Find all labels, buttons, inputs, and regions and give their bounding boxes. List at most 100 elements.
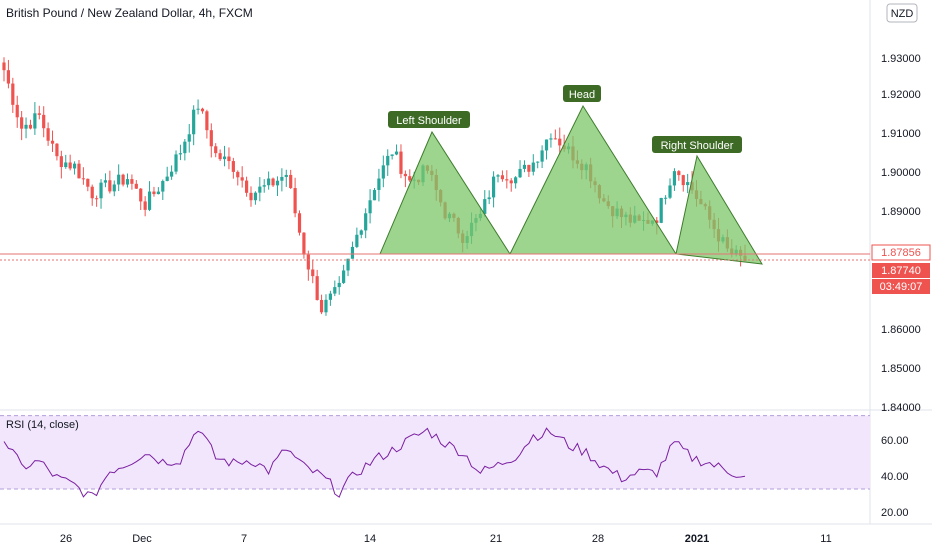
candle-down [134,183,138,189]
candle-up [518,168,522,178]
candle-down [227,156,231,162]
time-tick: 11 [820,533,831,545]
time-tick: 7 [241,533,247,545]
rsi-label: RSI (14, close) [6,419,79,431]
candle-up [267,178,271,186]
right-shoulder-triangle[interactable] [675,154,763,265]
candle-down [81,178,85,180]
candle-up [522,164,527,169]
candle-up [187,134,191,142]
candle-down [505,179,509,181]
candle-down [509,180,513,184]
candle-up [544,139,549,151]
head-shoulders-pattern[interactable] [379,104,763,265]
candle-down [28,124,33,129]
candle-down [90,186,94,199]
candle-up [372,189,377,201]
candle-down [59,156,63,168]
candle-down [681,175,685,186]
current-price-tag: 1.87740 [872,263,930,278]
right-shoulder-text: Right Shoulder [661,140,734,152]
candle-up [496,175,500,177]
candle-down [527,164,531,172]
candle-down [302,232,306,255]
candle-up [491,176,496,198]
candle-down [244,180,249,193]
candle-series [2,57,747,316]
last-price-tag: 1.87856 [871,244,931,261]
countdown-text: 03:49:07 [880,281,923,293]
candle-up [262,185,266,187]
price-tick: 1.86000 [881,324,921,336]
candle-up [664,197,668,199]
countdown-tag: 03:49:07 [872,279,930,294]
candle-up [359,230,363,235]
candle-up [196,108,200,110]
candle-down [209,130,213,147]
candle-down [271,178,275,186]
candle-down [152,191,156,195]
candle-down [68,162,72,169]
candle-up [112,184,116,192]
chart-title: British Pound / New Zealand Dollar, 4h, … [6,6,253,20]
candle-down [231,161,235,172]
candle-down [655,220,659,223]
candle-up [536,161,540,163]
last-price-text: 1.87856 [881,247,921,259]
candle-down [553,138,557,140]
time-axis[interactable]: 26 Dec 7 14 21 28 2021 11 [60,533,832,545]
candle-up [125,179,130,185]
candle-down [311,269,315,277]
candle-up [147,191,152,210]
price-tick: 1.84000 [881,402,921,414]
candle-up [64,162,68,168]
candle-up [377,178,381,190]
candle-up [222,156,227,160]
price-tick: 1.85000 [881,363,921,375]
price-tick: 1.92000 [881,89,921,101]
candle-down [2,62,6,71]
candle-down [205,111,209,131]
candle-up [258,186,262,193]
head-label[interactable]: Head [563,85,601,102]
time-tick: Dec [132,533,152,545]
candle-down [37,113,41,115]
rsi-tick: 40.00 [881,471,909,483]
left-shoulder-label[interactable]: Left Shoulder [388,111,470,128]
price-axis[interactable]: 1.93000 1.92000 1.91000 1.90000 1.89000 … [881,53,921,414]
right-shoulder-label[interactable]: Right Shoulder [652,136,742,153]
candle-down [15,104,19,118]
candle-up [346,258,350,271]
candle-down [297,213,302,233]
candle-up [284,174,288,177]
currency-badge-text: NZD [891,8,914,20]
candle-up [386,155,390,166]
candle-down [403,173,407,177]
candle-up [686,182,690,186]
head-text: Head [569,89,595,101]
candle-up [170,171,174,177]
candle-down [293,188,297,214]
rsi-axis[interactable]: 60.00 40.00 20.00 [881,435,909,519]
left-shoulder-text: Left Shoulder [396,115,462,127]
candle-down [86,178,90,187]
currency-badge[interactable]: NZD [886,3,918,23]
candle-up [355,234,359,247]
candle-down [50,140,55,144]
candle-down [214,146,218,154]
left-shoulder-triangle[interactable] [379,130,511,255]
candle-up [333,287,337,294]
candle-down [289,174,293,189]
current-price-text: 1.87740 [881,265,921,277]
candle-up [483,199,487,214]
candle-up [72,163,77,169]
candle-down [306,254,310,270]
candle-up [253,192,258,201]
head-triangle[interactable] [509,104,677,255]
rsi-band [0,415,870,489]
candle-up [99,182,103,199]
candle-up [381,165,385,179]
candle-up [33,113,37,129]
price-tick: 1.90000 [881,167,921,179]
